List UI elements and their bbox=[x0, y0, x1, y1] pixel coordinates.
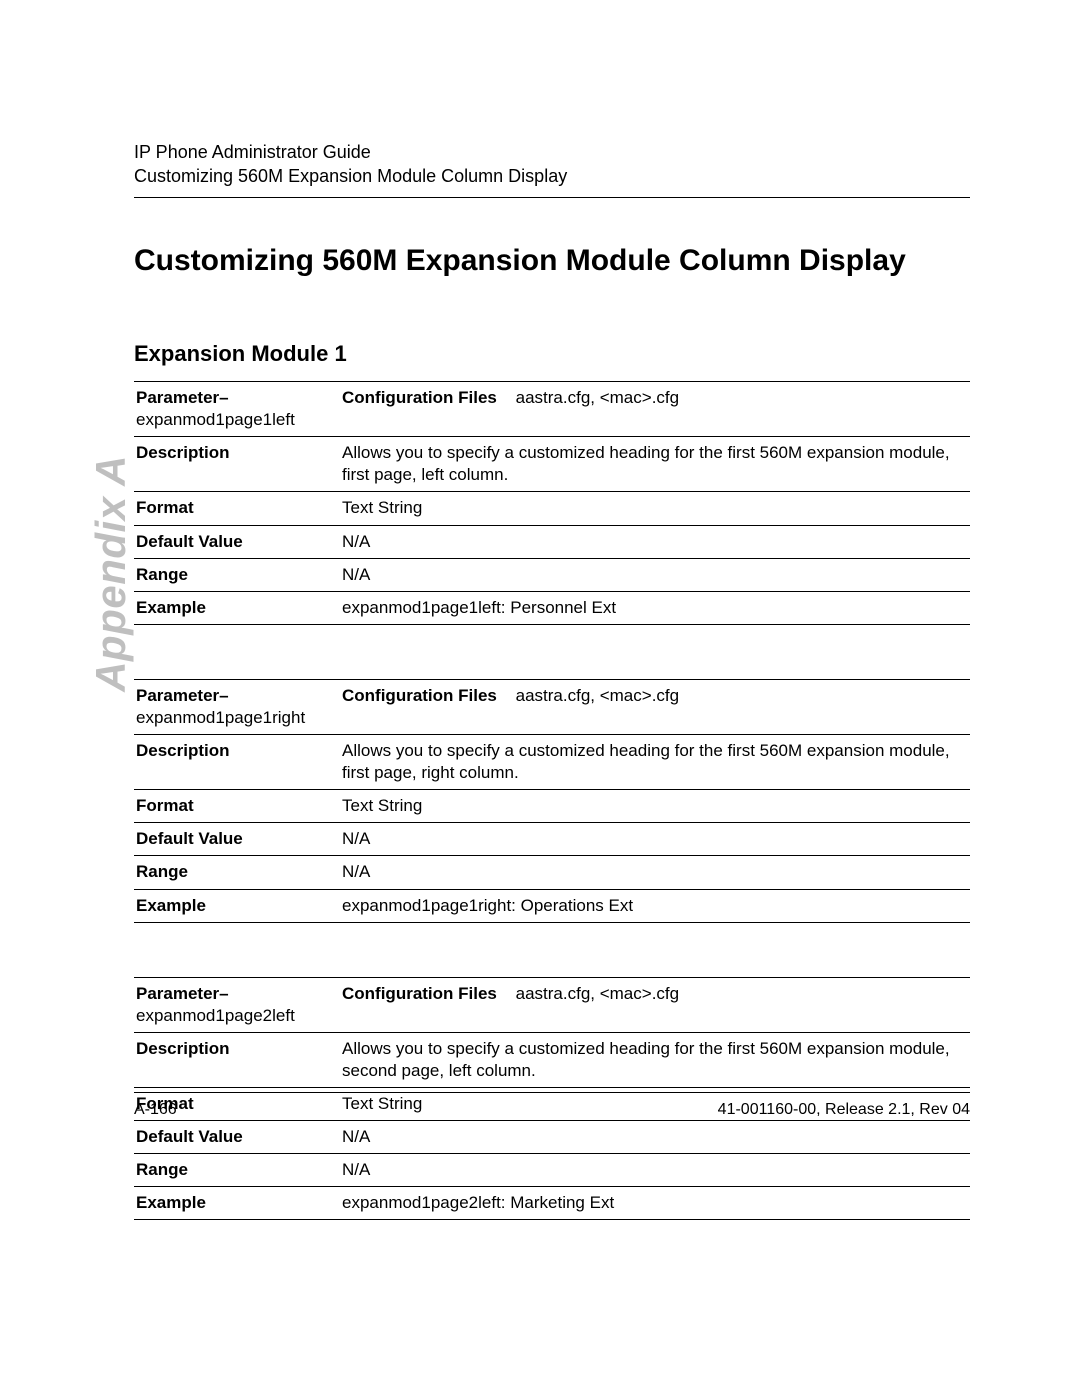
config-files-value: aastra.cfg, <mac>.cfg bbox=[502, 686, 679, 705]
section-subtitle: Expansion Module 1 bbox=[134, 341, 970, 367]
row-label-format: Format bbox=[134, 790, 340, 823]
table-row: Default Value N/A bbox=[134, 823, 970, 856]
row-label-default: Default Value bbox=[134, 823, 340, 856]
parameter-table: Parameter– expanmod1page1left Configurat… bbox=[134, 381, 970, 625]
row-label-config-files: Configuration Files bbox=[342, 686, 497, 705]
description-value: Allows you to specify a customized headi… bbox=[340, 1032, 970, 1087]
row-label-example: Example bbox=[134, 889, 340, 922]
row-label-range: Range bbox=[134, 856, 340, 889]
row-label-parameter: Parameter– bbox=[136, 984, 229, 1003]
footer-doc-id: 41-001160-00, Release 2.1, Rev 04 bbox=[718, 1101, 970, 1119]
table-row: Default Value N/A bbox=[134, 525, 970, 558]
header-rule bbox=[134, 197, 970, 198]
default-value: N/A bbox=[340, 525, 970, 558]
table-row: Format Text String bbox=[134, 790, 970, 823]
parameter-value: expanmod1page1left bbox=[136, 410, 295, 429]
table-row: Range N/A bbox=[134, 856, 970, 889]
row-label-format: Format bbox=[134, 492, 340, 525]
parameter-value: expanmod1page2left bbox=[136, 1006, 295, 1025]
table-spacer bbox=[134, 625, 970, 665]
row-label-range: Range bbox=[134, 1154, 340, 1187]
row-label-config-files: Configuration Files bbox=[342, 984, 497, 1003]
row-label-default: Default Value bbox=[134, 1121, 340, 1154]
row-label-example: Example bbox=[134, 591, 340, 624]
page-footer: A-166 41-001160-00, Release 2.1, Rev 04 bbox=[134, 1084, 970, 1119]
page-title: Customizing 560M Expansion Module Column… bbox=[134, 242, 970, 280]
example-value: expanmod1page2left: Marketing Ext bbox=[340, 1187, 970, 1220]
table-row: Description Allows you to specify a cust… bbox=[134, 437, 970, 492]
range-value: N/A bbox=[340, 558, 970, 591]
config-files-value: aastra.cfg, <mac>.cfg bbox=[502, 388, 679, 407]
table-row: Example expanmod1page1left: Personnel Ex… bbox=[134, 591, 970, 624]
side-tab-text: Appendix A bbox=[87, 455, 135, 692]
table-row: Range N/A bbox=[134, 1154, 970, 1187]
description-value: Allows you to specify a customized headi… bbox=[340, 437, 970, 492]
description-value: Allows you to specify a customized headi… bbox=[340, 735, 970, 790]
format-value: Text String bbox=[340, 492, 970, 525]
header-line-1: IP Phone Administrator Guide bbox=[134, 140, 970, 164]
row-label-example: Example bbox=[134, 1187, 340, 1220]
document-page: Appendix A IP Phone Administrator Guide … bbox=[0, 0, 1080, 1397]
default-value: N/A bbox=[340, 823, 970, 856]
row-label-description: Description bbox=[134, 437, 340, 492]
row-label-parameter: Parameter– bbox=[136, 686, 229, 705]
table-row: Parameter– expanmod1page2left Configurat… bbox=[134, 977, 970, 1032]
row-label-range: Range bbox=[134, 558, 340, 591]
parameter-table: Parameter– expanmod1page1right Configura… bbox=[134, 679, 970, 923]
table-row: Parameter– expanmod1page1left Configurat… bbox=[134, 382, 970, 437]
row-label-description: Description bbox=[134, 735, 340, 790]
row-label-config-files: Configuration Files bbox=[342, 388, 497, 407]
table-row: Parameter– expanmod1page1right Configura… bbox=[134, 679, 970, 734]
page-header: IP Phone Administrator Guide Customizing… bbox=[134, 140, 970, 189]
format-value: Text String bbox=[340, 790, 970, 823]
table-row: Example expanmod1page1right: Operations … bbox=[134, 889, 970, 922]
table-spacer bbox=[134, 923, 970, 963]
table-row: Range N/A bbox=[134, 558, 970, 591]
table-row: Default Value N/A bbox=[134, 1121, 970, 1154]
example-value: expanmod1page1left: Personnel Ext bbox=[340, 591, 970, 624]
table-row: Example expanmod1page2left: Marketing Ex… bbox=[134, 1187, 970, 1220]
parameter-value: expanmod1page1right bbox=[136, 708, 305, 727]
table-row: Format Text String bbox=[134, 492, 970, 525]
header-line-2: Customizing 560M Expansion Module Column… bbox=[134, 164, 970, 188]
table-row: Description Allows you to specify a cust… bbox=[134, 735, 970, 790]
row-label-description: Description bbox=[134, 1032, 340, 1087]
example-value: expanmod1page1right: Operations Ext bbox=[340, 889, 970, 922]
table-row: Description Allows you to specify a cust… bbox=[134, 1032, 970, 1087]
range-value: N/A bbox=[340, 856, 970, 889]
row-label-default: Default Value bbox=[134, 525, 340, 558]
range-value: N/A bbox=[340, 1154, 970, 1187]
footer-rule bbox=[134, 1092, 970, 1093]
side-tab-label: Appendix A bbox=[87, 218, 135, 455]
default-value: N/A bbox=[340, 1121, 970, 1154]
row-label-parameter: Parameter– bbox=[136, 388, 229, 407]
config-files-value: aastra.cfg, <mac>.cfg bbox=[502, 984, 679, 1003]
footer-page-number: A-166 bbox=[134, 1101, 177, 1119]
